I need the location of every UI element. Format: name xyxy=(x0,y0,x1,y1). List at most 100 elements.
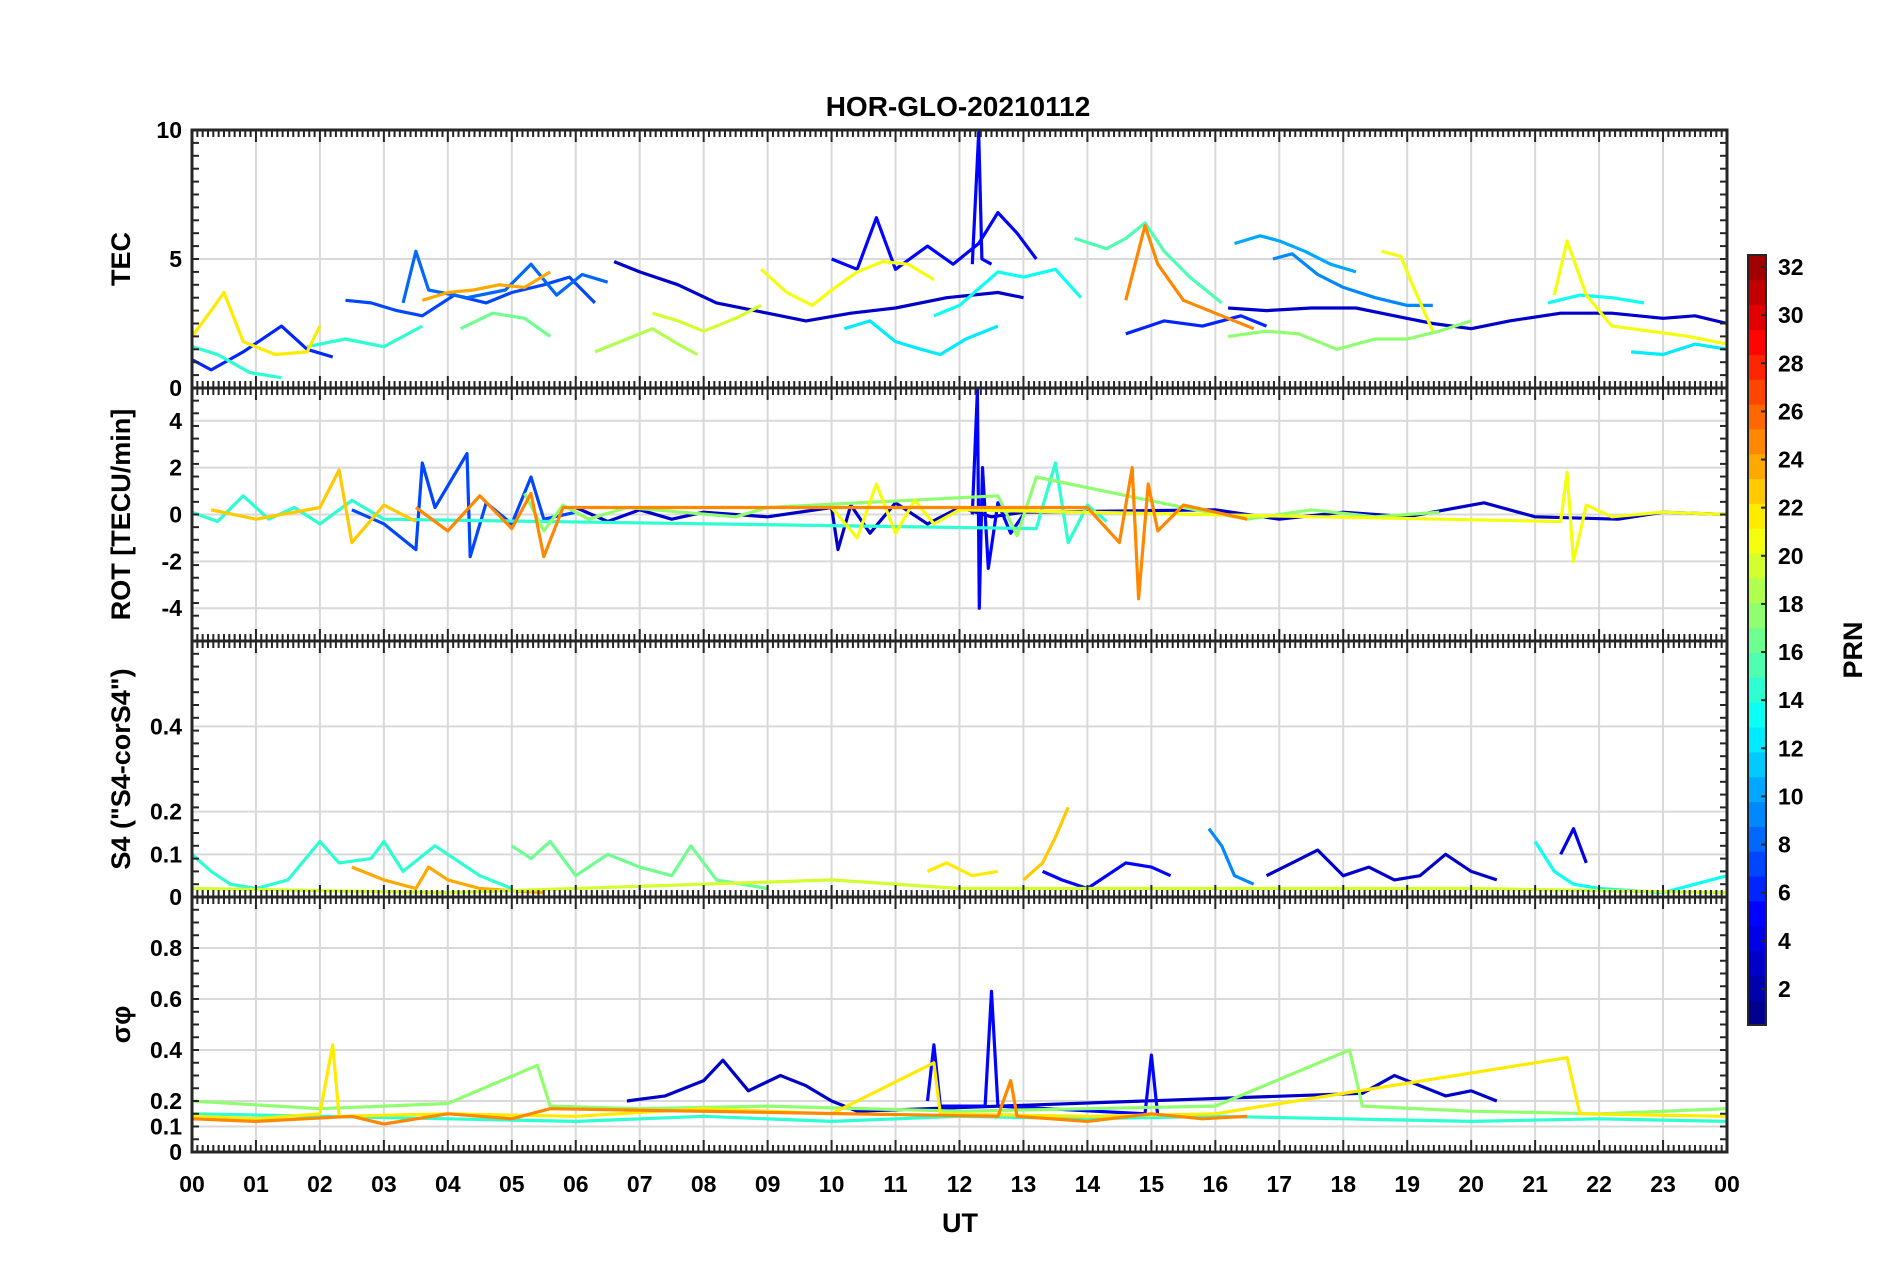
series-line-tec-prn-15 xyxy=(1074,221,1223,305)
series-line-tec-prn-3 xyxy=(613,260,1024,323)
series-line-rot-prn-7 xyxy=(351,452,577,559)
series-line-s4-prn-13 xyxy=(1533,840,1727,895)
series-line-s4-prn-5 xyxy=(1041,861,1172,891)
x-tick-label: 00 xyxy=(179,1171,205,1197)
colorbar-segment xyxy=(1748,329,1766,355)
y-tick-label: -4 xyxy=(162,595,183,621)
x-tick-label: 08 xyxy=(691,1171,717,1197)
colorbar-segment xyxy=(1748,553,1766,579)
series-line-tec-prn-14 xyxy=(306,324,424,349)
x-tick-label: 04 xyxy=(435,1171,461,1197)
x-tick-label: 03 xyxy=(371,1171,397,1197)
colorbar-segment xyxy=(1748,428,1766,455)
y-tick-label: 0.4 xyxy=(150,1037,182,1063)
x-tick-label: 15 xyxy=(1139,1171,1165,1197)
x-tick-label: 00 xyxy=(1714,1171,1740,1197)
colorbar-tick-label: 8 xyxy=(1778,832,1791,858)
colorbar-segment xyxy=(1748,826,1766,852)
colorbar-segment xyxy=(1748,925,1766,952)
panel-s4: 0 0.1 0.2 0.4 S4 ("S4-corS4") xyxy=(106,639,1729,910)
colorbar-segment xyxy=(1748,503,1766,529)
y-axis-label-sigma_phi: σφ xyxy=(106,1006,136,1044)
x-tick-label: 07 xyxy=(627,1171,653,1197)
y-tick-label: 0.2 xyxy=(150,1088,182,1114)
series-line-rot-prn-22 xyxy=(210,468,417,545)
y-tick-label: 10 xyxy=(156,117,182,143)
y-tick-label: 0 xyxy=(169,502,182,528)
x-tick-label: 06 xyxy=(563,1171,589,1197)
series-line-s4-prn-4 xyxy=(1559,827,1588,864)
colorbar-segment xyxy=(1748,652,1766,678)
colorbar-segment xyxy=(1748,751,1766,778)
x-tick-label: 16 xyxy=(1203,1171,1229,1197)
colorbar-tick-label: 6 xyxy=(1778,880,1791,906)
x-tick-label: 22 xyxy=(1586,1171,1612,1197)
series-line-tec-prn-18 xyxy=(594,327,699,356)
x-tick-label: 09 xyxy=(755,1171,781,1197)
colorbar-segment xyxy=(1748,1000,1766,1026)
colorbar-tick-label: 18 xyxy=(1778,591,1804,617)
series-line-rot-prn-24 xyxy=(414,466,1248,601)
colorbar-segment xyxy=(1748,677,1766,703)
y-axis-label-rot: ROT [TECU/min] xyxy=(106,409,136,620)
series-line-tec-prn-10 xyxy=(1234,234,1357,274)
x-tick-label: 05 xyxy=(499,1171,525,1197)
series-line-tec-prn-21 xyxy=(192,290,322,357)
x-tick-label: 13 xyxy=(1011,1171,1037,1197)
series-line-tec-prn-12 xyxy=(1630,342,1727,357)
colorbar-tick-label: 28 xyxy=(1778,350,1804,376)
series-line-tec-prn-14 xyxy=(192,345,282,380)
colorbar-segment xyxy=(1748,577,1766,604)
series-line-s4-prn-9 xyxy=(1207,827,1255,886)
series-line-s4-prn-3 xyxy=(1265,848,1498,882)
series-line-tec-prn-7 xyxy=(345,275,597,318)
x-tick-label: 17 xyxy=(1266,1171,1292,1197)
colorbar-label: PRN xyxy=(1838,621,1868,678)
series-line-tec-prn-5 xyxy=(970,131,993,266)
y-tick-label: 0.1 xyxy=(150,841,182,867)
x-axis-label: UT xyxy=(942,1208,978,1238)
series-line-tec-prn-24 xyxy=(1124,223,1255,331)
y-tick-label: 0.2 xyxy=(150,799,182,825)
series-line-rot-prn-14 xyxy=(192,461,1108,545)
x-tick-label: 14 xyxy=(1075,1171,1101,1197)
colorbar-segment xyxy=(1748,279,1766,306)
y-axis-label-s4: S4 ("S4-corS4") xyxy=(106,668,136,869)
panel-sigma_phi: 00.10.2 0.4 0.6 0.8 σφ xyxy=(106,895,1729,1165)
series-line-tec-prn-12 xyxy=(843,319,999,357)
series-line-tec-prn-9 xyxy=(1272,252,1433,307)
series-line-tec-prn-3 xyxy=(1227,306,1727,331)
colorbar-segment xyxy=(1748,975,1766,1001)
colorbar-tick-label: 12 xyxy=(1778,735,1804,761)
panel-tec: 0 5 10 TEC xyxy=(106,117,1729,401)
y-tick-label: 0 xyxy=(169,375,182,401)
colorbar-segment xyxy=(1748,627,1766,654)
colorbar-segment xyxy=(1748,404,1766,430)
series-line-rot-prn-20 xyxy=(830,470,1727,563)
y-tick-label: 0.1 xyxy=(150,1114,182,1140)
colorbar-tick-label: 26 xyxy=(1778,398,1804,424)
series-line-tec-prn-8 xyxy=(401,249,609,304)
colorbar-tick-label: 10 xyxy=(1778,783,1804,809)
series-line-tec-prn-17 xyxy=(1227,319,1472,351)
colorbar-segment xyxy=(1748,900,1766,927)
series-line-rot-prn-17 xyxy=(523,475,1440,538)
series-line-tec-prn-6 xyxy=(192,324,334,372)
x-tick-label: 20 xyxy=(1458,1171,1484,1197)
x-tick-label: 21 xyxy=(1522,1171,1548,1197)
x-tick-label: 12 xyxy=(947,1171,973,1197)
series-line-tec-prn-20 xyxy=(1552,239,1727,346)
series-line-tec-prn-20 xyxy=(1381,249,1435,332)
colorbar-segment xyxy=(1748,726,1766,753)
y-tick-label: -2 xyxy=(162,548,182,574)
colorbar-tick-label: 20 xyxy=(1778,543,1804,569)
colorbar-segment xyxy=(1748,801,1766,827)
y-tick-label: 0.8 xyxy=(150,935,182,961)
x-tick-label: 18 xyxy=(1330,1171,1356,1197)
colorbar-segment xyxy=(1748,354,1766,380)
colorbar-segment xyxy=(1748,875,1766,902)
series-line-tec-prn-16 xyxy=(459,311,552,338)
colorbar-tick-label: 14 xyxy=(1778,687,1804,713)
colorbar-segment xyxy=(1748,304,1766,331)
series-line-sigma_phi-prn-24 xyxy=(192,1079,1248,1126)
